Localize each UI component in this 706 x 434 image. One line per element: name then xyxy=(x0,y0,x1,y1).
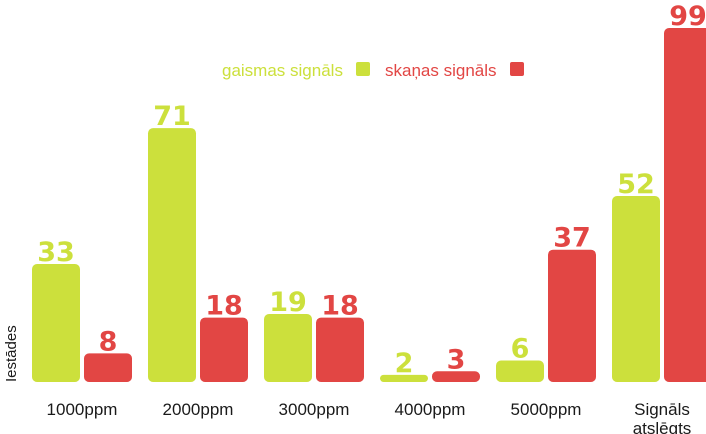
value-label: 33 xyxy=(37,237,75,268)
category-label: 1000ppm xyxy=(47,400,118,419)
value-label: 19 xyxy=(269,287,307,318)
bar-skaņas-signāls-2 xyxy=(316,317,364,382)
category-labels-layer: 1000ppm 2000ppm 3000ppm 4000ppm 5000ppm Signā… xyxy=(47,400,692,434)
value-label: 6 xyxy=(511,334,530,365)
value-label: 8 xyxy=(99,326,118,357)
legend-label: skaņas signāls xyxy=(385,61,497,80)
value-label: 99 xyxy=(669,1,706,32)
category-label: 2000ppm xyxy=(163,400,234,419)
bar-gaismas-signāls-1 xyxy=(148,128,196,382)
value-label: 3 xyxy=(447,344,466,375)
value-label: 18 xyxy=(205,291,243,322)
category-label: 4000ppm xyxy=(395,400,466,419)
legend-swatch xyxy=(510,62,524,76)
value-label: 52 xyxy=(617,169,655,200)
bar-skaņas-signāls-5 xyxy=(664,28,706,382)
bar-skaņas-signāls-4 xyxy=(548,249,596,382)
value-label: 18 xyxy=(321,291,359,322)
bar-gaismas-signāls-2 xyxy=(264,314,312,382)
bar-skaņas-signāls-1 xyxy=(200,317,248,382)
bar-gaismas-signāls-0 xyxy=(32,264,80,382)
category-label: 3000ppm xyxy=(279,400,350,419)
bar-gaismas-signāls-3 xyxy=(380,374,428,382)
value-label: 37 xyxy=(553,223,591,254)
bar-skaņas-signāls-3 xyxy=(432,371,480,382)
category-label: 5000ppm xyxy=(511,400,582,419)
value-label: 71 xyxy=(153,101,191,132)
value-labels-layer: 33 8 71 18 19 18 2 3 6 37 52 99 xyxy=(37,1,706,379)
bars-layer xyxy=(32,28,706,382)
category-label: Signāls atslēgts xyxy=(633,400,692,434)
bar-skaņas-signāls-0 xyxy=(84,353,132,382)
y-axis-label: Iestādes xyxy=(3,325,20,382)
legend-swatch xyxy=(356,62,370,76)
bar-gaismas-signāls-5 xyxy=(612,196,660,382)
value-label: 2 xyxy=(395,348,414,379)
legend: gaismas signāls skaņas signāls xyxy=(222,61,524,80)
bar-gaismas-signāls-4 xyxy=(496,360,544,382)
legend-label: gaismas signāls xyxy=(222,61,343,80)
